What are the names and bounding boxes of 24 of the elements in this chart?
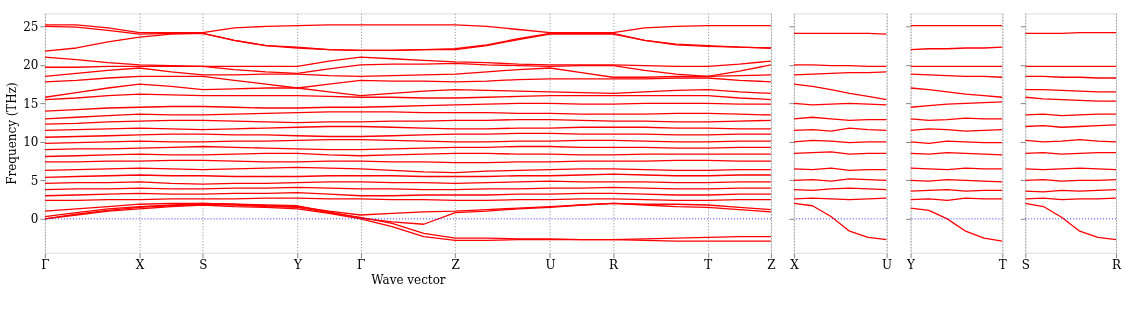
x-tick-label: T — [704, 258, 713, 273]
y-axis-title: Frequency (THz) — [5, 82, 20, 185]
x-axis-title: Wave vector — [371, 273, 446, 288]
x-tick-label: R — [609, 258, 620, 273]
x-tick-label: Y — [906, 258, 916, 273]
y-tick-label: 25 — [23, 19, 39, 34]
x-tick-label: Y — [292, 258, 302, 273]
x-tick-label: S — [1021, 258, 1030, 273]
y-tick-label: 10 — [23, 135, 39, 150]
x-tick-label: S — [199, 258, 208, 273]
x-tick-label: Γ — [41, 258, 50, 273]
x-tick-label: Γ — [356, 258, 366, 273]
x-tick-label: Z — [767, 258, 776, 273]
x-tick-label: U — [545, 258, 556, 273]
x-tick-label: X — [790, 258, 800, 273]
y-tick-label: 5 — [30, 173, 39, 188]
x-tick-label: X — [135, 258, 145, 273]
x-tick-label: T — [998, 258, 1007, 273]
x-tick-label: R — [1112, 258, 1123, 273]
y-tick-label: 15 — [23, 96, 39, 111]
y-tick-label: 0 — [30, 212, 39, 227]
y-tick-label: 20 — [23, 58, 39, 73]
x-tick-label: Z — [451, 258, 460, 273]
x-tick-label: U — [882, 258, 893, 273]
